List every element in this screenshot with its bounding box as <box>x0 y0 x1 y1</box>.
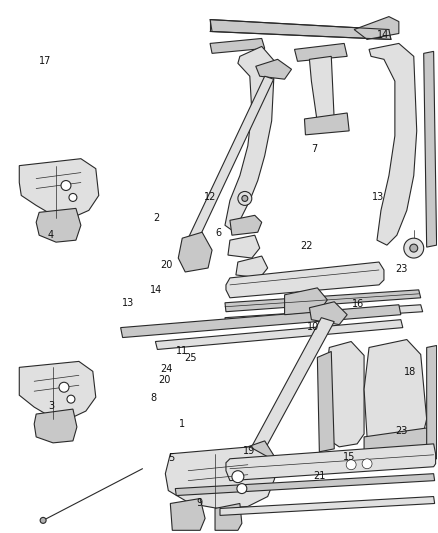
Text: 15: 15 <box>343 452 356 462</box>
Polygon shape <box>228 235 260 258</box>
Polygon shape <box>170 498 205 530</box>
Polygon shape <box>19 159 99 219</box>
Polygon shape <box>354 17 399 39</box>
Text: 6: 6 <box>215 228 221 238</box>
Text: 3: 3 <box>48 401 54 411</box>
Circle shape <box>404 238 424 258</box>
Polygon shape <box>215 504 242 530</box>
Polygon shape <box>309 56 334 123</box>
Polygon shape <box>210 38 265 53</box>
Text: 12: 12 <box>204 191 216 201</box>
Circle shape <box>232 471 244 482</box>
Circle shape <box>362 459 372 469</box>
Polygon shape <box>34 409 77 443</box>
Polygon shape <box>36 208 81 242</box>
Text: 11: 11 <box>176 346 188 356</box>
Polygon shape <box>220 497 434 515</box>
Circle shape <box>242 196 248 201</box>
Polygon shape <box>175 474 434 496</box>
Text: 24: 24 <box>161 364 173 374</box>
Text: 23: 23 <box>396 264 408 274</box>
Circle shape <box>69 193 77 201</box>
Polygon shape <box>188 76 274 242</box>
Polygon shape <box>225 46 275 230</box>
Polygon shape <box>248 318 334 459</box>
Polygon shape <box>178 232 212 272</box>
Circle shape <box>59 382 69 392</box>
Polygon shape <box>226 444 436 481</box>
Polygon shape <box>364 427 437 454</box>
Polygon shape <box>364 340 427 451</box>
Text: 20: 20 <box>161 261 173 270</box>
Text: 9: 9 <box>196 498 202 508</box>
Text: 7: 7 <box>311 144 318 154</box>
Polygon shape <box>236 256 268 278</box>
Polygon shape <box>325 342 364 447</box>
Text: 21: 21 <box>313 471 325 481</box>
Circle shape <box>410 244 418 252</box>
Text: 2: 2 <box>153 213 159 223</box>
Text: 19: 19 <box>244 446 256 456</box>
Text: 10: 10 <box>307 322 320 333</box>
Polygon shape <box>309 302 347 325</box>
Polygon shape <box>256 59 292 79</box>
Text: 1: 1 <box>179 419 185 429</box>
Circle shape <box>237 483 247 494</box>
Polygon shape <box>210 20 391 39</box>
Circle shape <box>67 395 75 403</box>
Polygon shape <box>155 320 403 350</box>
Text: 22: 22 <box>300 241 312 252</box>
Text: 16: 16 <box>352 298 364 309</box>
Polygon shape <box>285 288 327 314</box>
Text: 20: 20 <box>159 375 171 385</box>
Polygon shape <box>230 215 262 235</box>
Circle shape <box>40 518 46 523</box>
Polygon shape <box>318 351 334 452</box>
Text: 25: 25 <box>184 353 197 362</box>
Polygon shape <box>427 345 437 461</box>
Text: 14: 14 <box>377 29 389 39</box>
Polygon shape <box>304 113 349 135</box>
Text: 23: 23 <box>396 426 408 435</box>
Text: 5: 5 <box>168 453 174 463</box>
Circle shape <box>346 460 356 470</box>
Text: 13: 13 <box>121 297 134 308</box>
Polygon shape <box>165 447 275 508</box>
Polygon shape <box>120 305 401 337</box>
Polygon shape <box>19 361 96 419</box>
Text: 17: 17 <box>39 56 51 66</box>
Text: 4: 4 <box>47 230 53 240</box>
Polygon shape <box>424 51 437 247</box>
Text: 14: 14 <box>150 285 162 295</box>
Circle shape <box>61 181 71 190</box>
Polygon shape <box>226 262 384 298</box>
Circle shape <box>238 191 252 205</box>
Polygon shape <box>225 305 423 325</box>
Text: 8: 8 <box>151 393 157 403</box>
Polygon shape <box>240 441 275 481</box>
Text: 18: 18 <box>404 367 417 377</box>
Polygon shape <box>294 43 347 61</box>
Polygon shape <box>225 290 421 312</box>
Text: 13: 13 <box>372 191 384 201</box>
Polygon shape <box>369 43 417 245</box>
